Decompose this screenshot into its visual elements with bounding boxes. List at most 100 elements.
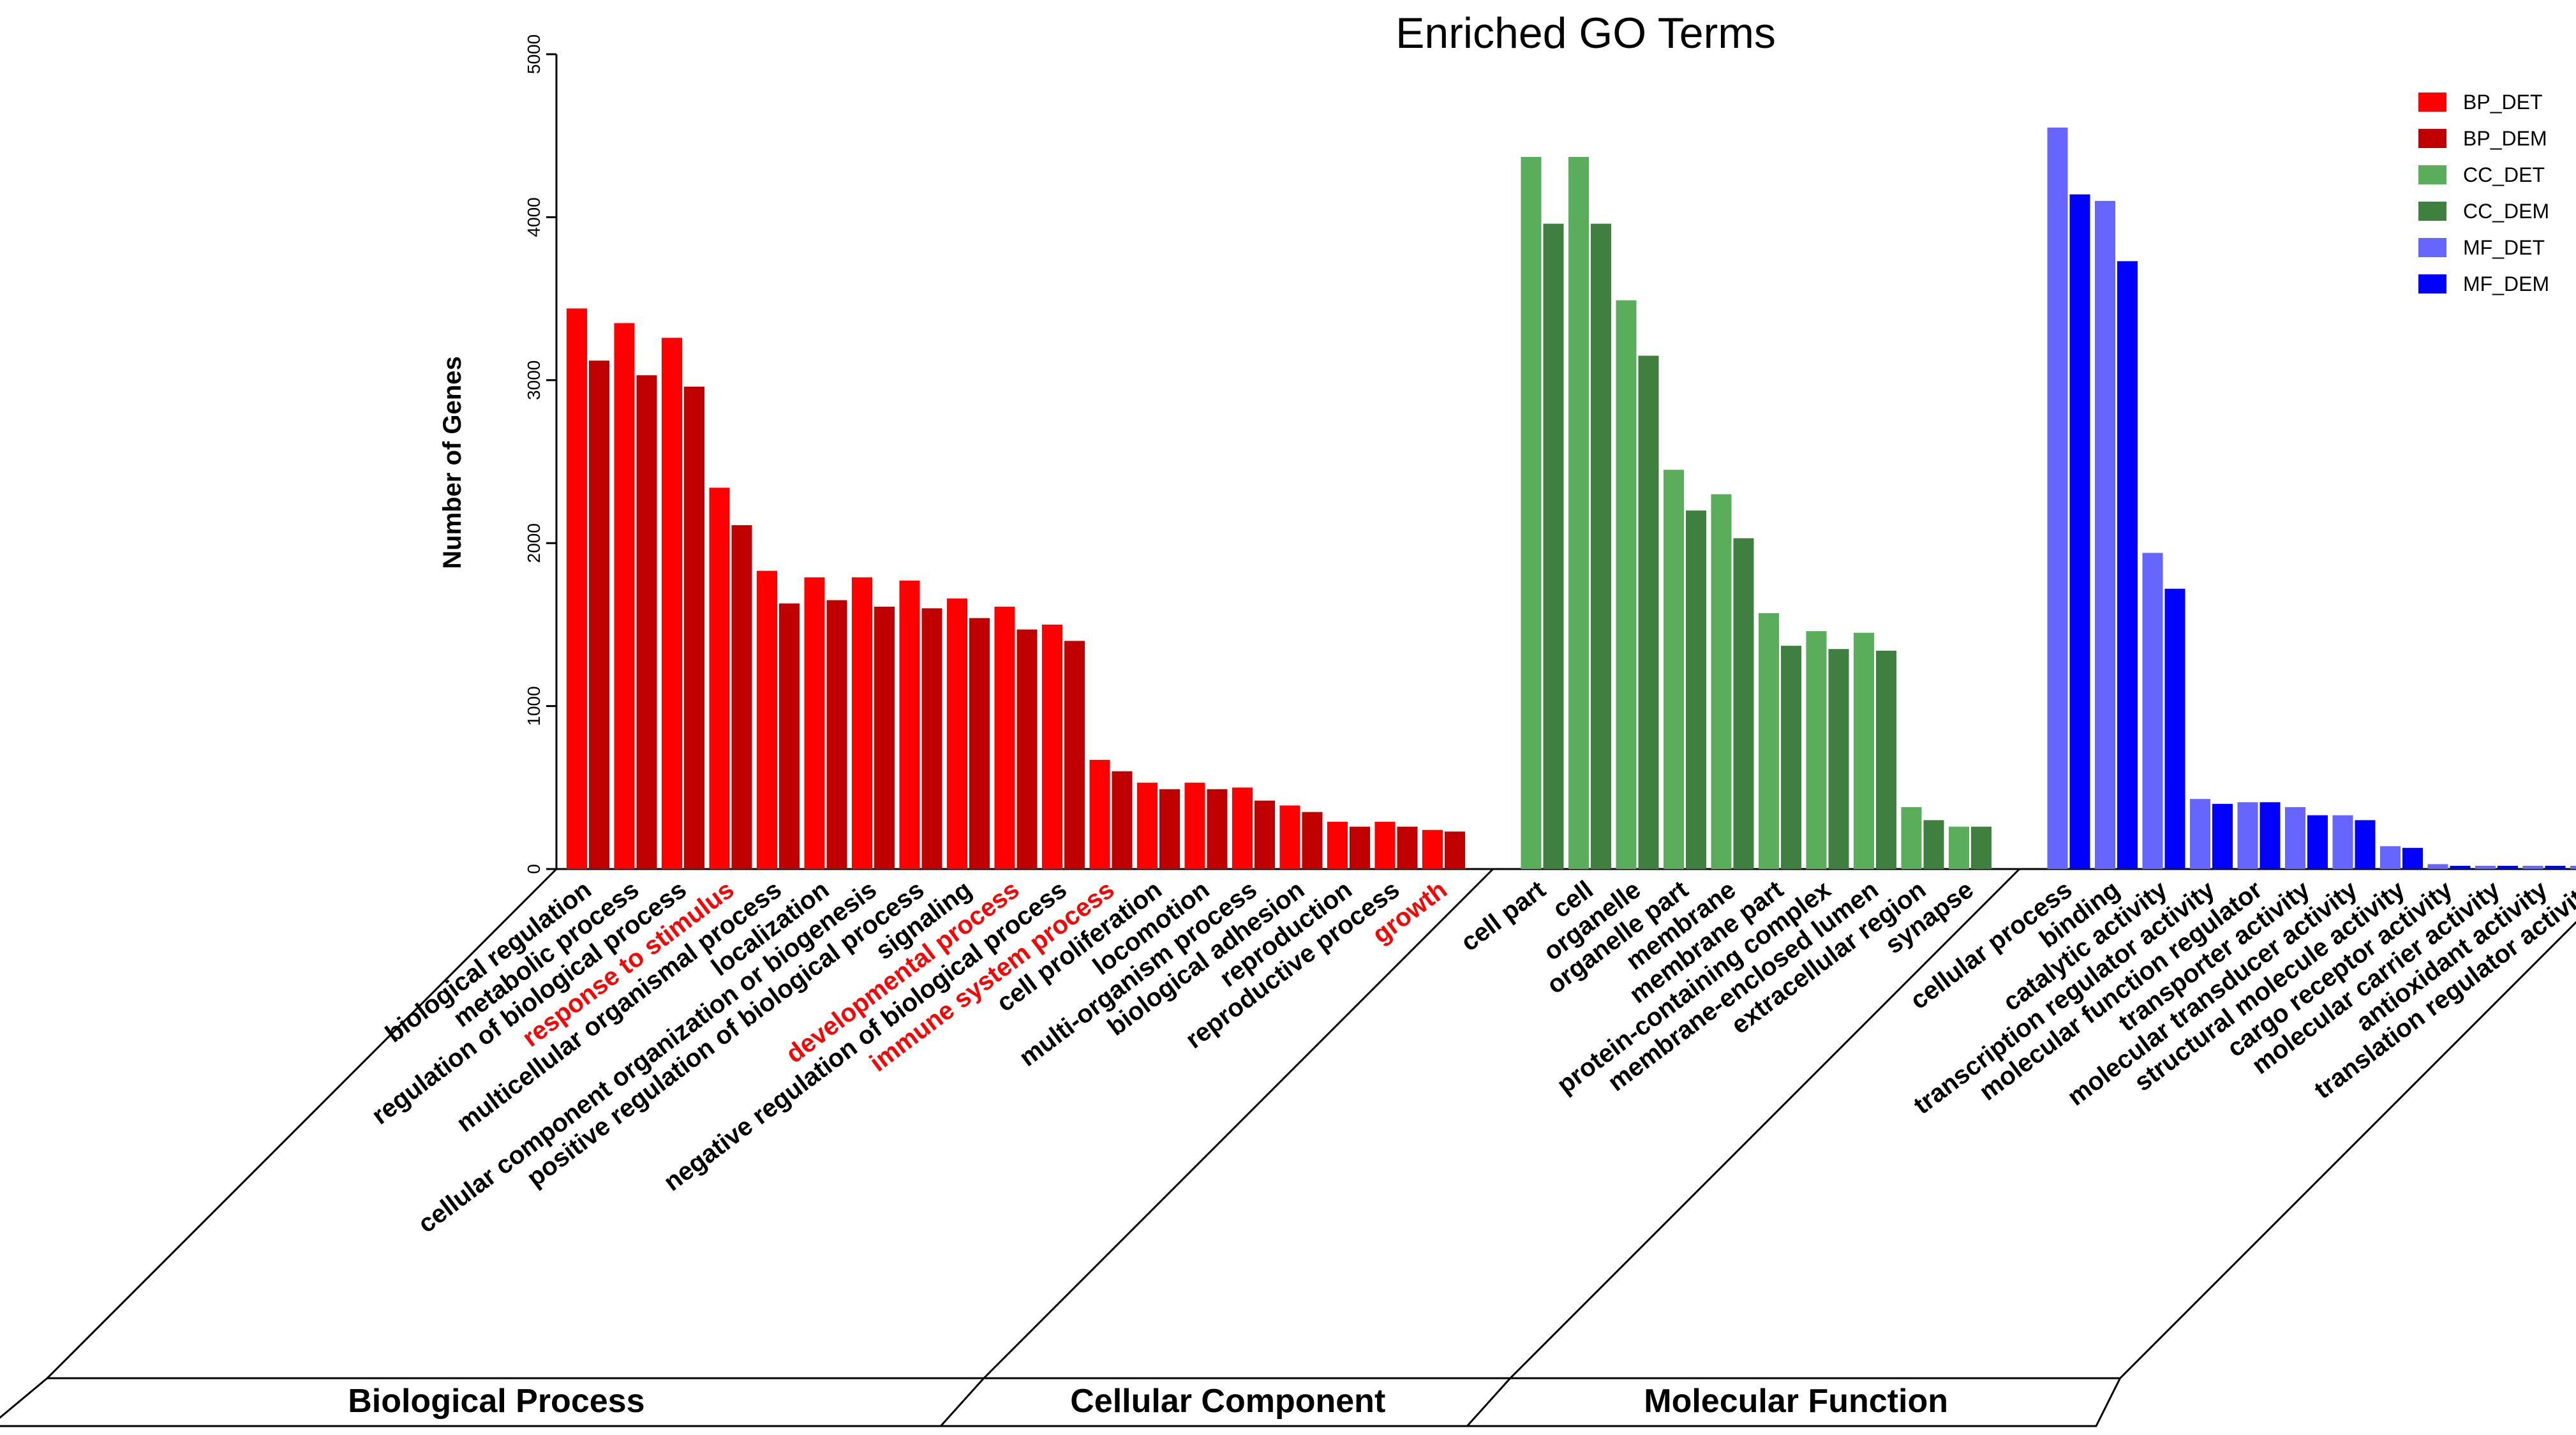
bar-mf-det — [2570, 866, 2576, 869]
bar-cc-dem — [1971, 827, 1992, 869]
bar-bp-det — [710, 487, 730, 869]
bar-mf-dem — [2307, 815, 2328, 869]
bar-bp-det — [1280, 805, 1300, 869]
bar-bp-dem — [1017, 630, 1038, 869]
chart-title: Enriched GO Terms — [1396, 9, 1776, 57]
legend-swatch — [2418, 129, 2446, 148]
legend-swatch — [2418, 165, 2446, 184]
bar-mf-dem — [2355, 820, 2376, 869]
y-tick-label: 0 — [524, 864, 544, 874]
bar-cc-dem — [1686, 510, 1706, 869]
bar-cc-det — [1854, 633, 1874, 869]
bar-cc-dem — [1829, 649, 1849, 869]
bar-mf-det — [2143, 553, 2163, 869]
bar-cc-det — [1949, 827, 1969, 869]
bar-bp-dem — [732, 525, 752, 869]
bar-bp-dem — [1397, 827, 1418, 869]
bar-bp-det — [1375, 822, 1396, 869]
bar-mf-dem — [2212, 804, 2233, 869]
legend-label: MF_DET — [2463, 236, 2545, 259]
legend-label: CC_DEM — [2463, 200, 2549, 223]
bar-cc-dem — [1876, 651, 1896, 869]
bar-bp-det — [1137, 783, 1158, 869]
bar-bp-det — [1185, 783, 1205, 869]
bar-bp-dem — [1302, 812, 1323, 869]
bar-bp-dem — [1159, 789, 1180, 869]
bar-bp-dem — [922, 608, 942, 869]
legend-swatch — [2418, 202, 2446, 221]
y-tick-label: 2000 — [524, 523, 544, 563]
bar-mf-det — [2380, 846, 2401, 869]
group-name-label: Cellular Component — [1070, 1383, 1385, 1420]
bar-cc-dem — [1734, 539, 1754, 869]
legend-label: MF_DEM — [2463, 272, 2549, 295]
group-band-layer: Biological Process Cellular Component Mole… — [0, 1378, 2120, 1426]
bar-bp-det — [757, 571, 777, 869]
bar-cc-det — [1664, 470, 1684, 869]
bar-cc-dem — [1781, 646, 1801, 869]
bar-bp-det — [567, 308, 587, 869]
bar-mf-det — [2238, 802, 2258, 869]
bar-mf-det — [2475, 866, 2496, 869]
bar-bp-dem — [1064, 641, 1085, 869]
bar-cc-dem — [1544, 224, 1564, 869]
bar-bp-det — [900, 581, 920, 869]
bar-mf-dem — [2402, 848, 2423, 869]
bar-cc-det — [1711, 494, 1732, 869]
group-band-divider — [941, 1378, 984, 1426]
bar-bp-dem — [1350, 827, 1370, 869]
bar-bp-dem — [1207, 789, 1228, 869]
bar-bp-det — [614, 323, 635, 869]
bar-cc-det — [1521, 157, 1542, 869]
bar-bp-det — [995, 607, 1015, 869]
bar-bp-det — [805, 577, 825, 869]
y-axis-label: Number of Genes — [438, 356, 466, 569]
bar-cc-det — [1568, 157, 1589, 869]
bar-cc-det — [1806, 631, 1827, 869]
bar-bp-det — [662, 338, 682, 869]
bar-bp-dem — [1254, 801, 1275, 869]
bar-bp-dem — [969, 618, 990, 869]
bar-mf-det — [2095, 201, 2115, 869]
y-tick-label: 3000 — [524, 361, 544, 400]
bar-mf-dem — [2070, 195, 2090, 869]
bar-bp-det — [852, 577, 872, 869]
y-tick-label: 5000 — [524, 34, 544, 74]
bar-mf-det — [2285, 807, 2305, 869]
bar-bp-det — [1042, 625, 1062, 869]
bar-cc-dem — [1639, 355, 1659, 869]
y-tick-label: 1000 — [524, 686, 544, 725]
bar-mf-det — [2190, 799, 2210, 869]
group-name-label: Biological Process — [348, 1383, 644, 1420]
axes-layer: 0 1000 2000 3000 4000 5000 — [47, 34, 2576, 1378]
bar-bp-dem — [874, 607, 895, 869]
bar-bp-dem — [637, 375, 657, 869]
legend-label: BP_DEM — [2463, 127, 2547, 150]
bar-bp-dem — [779, 604, 800, 869]
bar-bp-det — [947, 599, 967, 869]
bar-cc-det — [1902, 807, 1922, 869]
bar-mf-dem — [2165, 589, 2185, 869]
legend-swatch — [2418, 238, 2446, 257]
bar-mf-det — [2333, 815, 2353, 869]
bar-bp-dem — [684, 387, 704, 869]
group-name-label: Molecular Function — [1644, 1383, 1948, 1420]
bar-bp-dem — [1112, 771, 1133, 869]
bar-mf-det — [2428, 864, 2448, 869]
bar-bp-det — [1090, 760, 1110, 869]
bar-mf-det — [2523, 866, 2543, 869]
bar-mf-dem — [2498, 866, 2518, 869]
legend-label: BP_DET — [2463, 91, 2542, 114]
bar-mf-det — [2048, 128, 2068, 869]
bar-mf-dem — [2545, 866, 2566, 869]
bar-bp-det — [1422, 830, 1443, 869]
bar-bp-dem — [1445, 831, 1465, 869]
bar-mf-dem — [2117, 261, 2138, 869]
bar-mf-dem — [2450, 866, 2471, 869]
group-band-divider — [1467, 1378, 1510, 1426]
y-tick-label: 4000 — [524, 197, 544, 237]
